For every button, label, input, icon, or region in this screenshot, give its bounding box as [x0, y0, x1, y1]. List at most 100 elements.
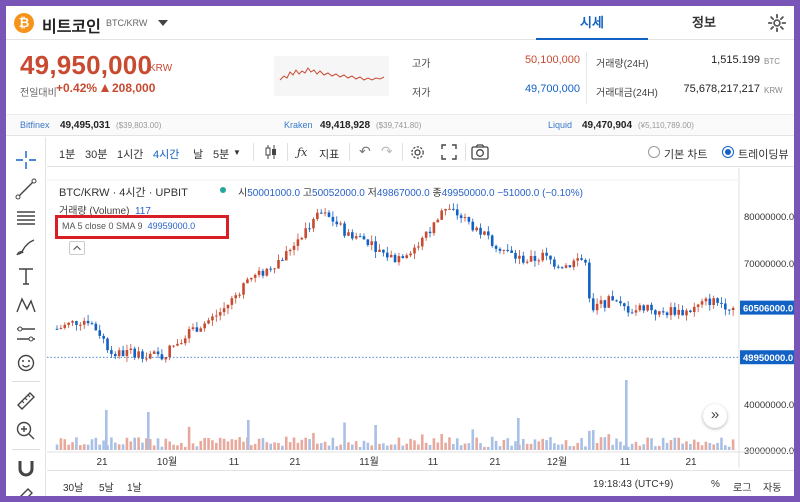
- toolbar-divider: [402, 143, 403, 161]
- candle-body: [215, 315, 218, 317]
- volume-bar: [673, 437, 677, 450]
- gear-icon[interactable]: [766, 12, 788, 34]
- range-5d[interactable]: 5날: [99, 483, 114, 494]
- clock-time[interactable]: 19:18:43 (UTC+9): [593, 479, 674, 490]
- redo-icon[interactable]: ↷: [381, 143, 393, 159]
- volume-bar: [502, 439, 506, 450]
- y-tick-label: 40000000.0: [744, 400, 794, 411]
- candle-body: [117, 350, 121, 357]
- tab-price[interactable]: 시세: [536, 6, 648, 40]
- timeframe-4h[interactable]: 4시간: [153, 149, 180, 161]
- volume-bar: [168, 441, 171, 450]
- camera-icon[interactable]: [471, 144, 489, 160]
- log-toggle[interactable]: 로그: [733, 483, 752, 494]
- zoom-in-icon[interactable]: [14, 419, 38, 441]
- candle-body: [296, 239, 300, 246]
- exchange-name[interactable]: Kraken: [284, 120, 313, 130]
- pencil-lock-icon[interactable]: [14, 485, 38, 496]
- candle-body: [483, 231, 486, 235]
- collapse-legend-icon[interactable]: [69, 241, 85, 255]
- volume-bar: [448, 437, 451, 450]
- volume-bar: [226, 441, 230, 450]
- volume-bar: [576, 442, 579, 450]
- candle-body: [382, 249, 385, 253]
- basic-chart-radio[interactable]: [648, 146, 660, 158]
- volume-bar: [211, 440, 214, 450]
- chart-area[interactable]: 21 10월 11 21 11월 11 21 12월 11 21 80000000.0 7000000…: [47, 168, 794, 468]
- volume-bar: [506, 438, 510, 450]
- exchange-name[interactable]: Bitfinex: [20, 120, 50, 130]
- volume-bar: [420, 434, 424, 450]
- x-tick-label: 21: [96, 457, 108, 468]
- pair-label: BTC/KRW: [106, 18, 148, 28]
- pattern-icon[interactable]: [14, 294, 38, 316]
- candle-body: [681, 309, 684, 316]
- basic-chart-label[interactable]: 기본 차트: [664, 149, 708, 161]
- fib-icon[interactable]: [14, 207, 38, 229]
- candle-body: [75, 321, 78, 325]
- indicators-button[interactable]: 지표: [319, 149, 340, 161]
- candle-body: [378, 249, 381, 252]
- up-triangle-icon: [101, 84, 109, 92]
- timeframe-30min[interactable]: 30분: [85, 149, 108, 161]
- exchange-name[interactable]: Liquid: [548, 120, 573, 130]
- volume-bar: [133, 437, 137, 450]
- text-icon[interactable]: [14, 265, 38, 287]
- tab-info[interactable]: 정보: [692, 15, 716, 30]
- prediction-icon[interactable]: [14, 323, 38, 345]
- tradingview-label[interactable]: 트레이딩뷰: [738, 149, 789, 161]
- candle-body: [588, 262, 591, 299]
- volume-bar: [638, 445, 642, 450]
- candle-body: [110, 350, 113, 354]
- brush-icon[interactable]: [14, 236, 38, 258]
- candle-body: [156, 351, 160, 355]
- fullscreen-icon[interactable]: [441, 144, 457, 160]
- volume-bar: [689, 444, 692, 450]
- candle-body: [669, 307, 673, 316]
- sparkline: [274, 56, 389, 96]
- volume-bar: [343, 422, 346, 450]
- candle-body: [615, 300, 618, 302]
- amount-unit: KRW: [764, 86, 783, 95]
- x-tick-label: 10월: [157, 456, 177, 468]
- volume-bar: [172, 444, 175, 450]
- candle-body: [428, 231, 432, 234]
- candle-type-icon[interactable]: [263, 144, 279, 160]
- undo-icon[interactable]: ↶: [359, 143, 371, 159]
- exchange-price: 49,495,031: [60, 120, 111, 131]
- candle-body: [242, 283, 245, 295]
- timeframe-dropdown-icon[interactable]: ▼: [233, 148, 241, 157]
- candle-body: [203, 323, 206, 329]
- volume-bar: [378, 443, 381, 450]
- candle-body: [525, 261, 529, 263]
- volume-bar: [657, 445, 661, 450]
- tradingview-radio[interactable]: [722, 146, 734, 158]
- candle-body: [685, 310, 688, 316]
- volume-bar: [230, 439, 234, 450]
- trendline-icon[interactable]: [14, 178, 38, 200]
- emoji-icon[interactable]: [14, 352, 38, 374]
- range-30d[interactable]: 30날: [63, 483, 84, 494]
- percent-toggle[interactable]: %: [711, 479, 720, 490]
- volume-unit: BTC: [764, 57, 780, 66]
- timeframe-day[interactable]: 날: [193, 149, 204, 161]
- timeframe-5min[interactable]: 5분: [213, 149, 230, 161]
- indicator-fx-icon[interactable]: ƒx: [297, 146, 308, 159]
- volume-bar: [82, 444, 86, 450]
- range-1d[interactable]: 1날: [127, 483, 142, 494]
- volume-bar: [370, 445, 374, 450]
- volume-bar: [358, 446, 362, 450]
- ruler-icon[interactable]: [14, 389, 38, 411]
- timeframe-1min[interactable]: 1분: [59, 149, 76, 161]
- timeframe-1h[interactable]: 1시간: [117, 149, 144, 161]
- volume-bar: [242, 441, 245, 450]
- scroll-to-latest-button[interactable]: »: [703, 404, 727, 428]
- magnet-icon[interactable]: [14, 457, 38, 479]
- candle-body: [257, 270, 261, 275]
- volume-bar: [455, 438, 459, 450]
- chevron-down-icon[interactable]: [158, 20, 168, 26]
- settings-icon[interactable]: [409, 144, 426, 161]
- auto-toggle[interactable]: 자동: [763, 483, 782, 494]
- candle-body: [696, 304, 700, 307]
- crosshair-icon[interactable]: [14, 149, 38, 171]
